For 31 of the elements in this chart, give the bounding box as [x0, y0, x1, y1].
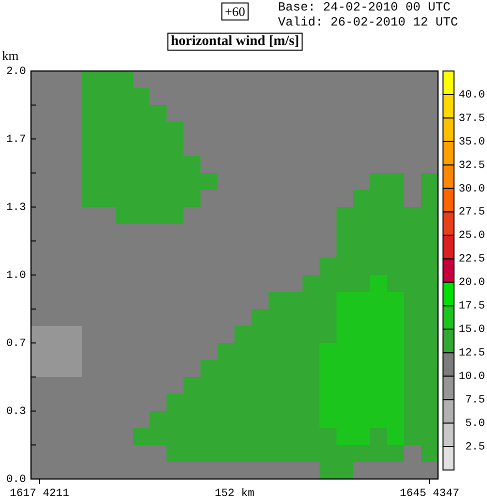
text: +60 [224, 4, 246, 19]
text: Valid: 26-02-2010 12 UTC [278, 15, 458, 30]
y-axis-title: km [2, 48, 19, 63]
y-tick-label: 1.7 [6, 134, 26, 146]
color-bar-label: 7.5 [465, 394, 485, 406]
text: Base: 24-02-2010 00 UTC [278, 0, 451, 14]
y-tick-label: 1.0 [6, 270, 26, 282]
x-tick-label: 1645 4347 [400, 488, 460, 499]
y-tick-label: 1.3 [6, 202, 26, 214]
color-bar-label: 30.0 [458, 183, 485, 196]
x-tick-label: 1617 4211 [10, 488, 70, 499]
color-bar-label: 22.5 [458, 254, 485, 266]
color-bar-label: 32.5 [458, 160, 485, 172]
y-tick-label: 0.0 [6, 474, 26, 486]
color-bar-label: 20.0 [458, 277, 485, 290]
color-bar-label: 17.5 [458, 300, 485, 313]
color-bar-label: 40.0 [458, 89, 485, 102]
color-bar-label: 15.0 [458, 324, 485, 336]
color-bar-label: 37.5 [458, 112, 485, 125]
color-bar-label: 5.0 [465, 418, 485, 430]
y-tick-label: 2.0 [6, 66, 26, 78]
chart-title: horizontal wind [m/s] [170, 34, 300, 50]
color-bar-label: 12.5 [458, 348, 485, 360]
y-tick-label: 0.3 [6, 406, 26, 418]
color-bar-label: 2.5 [465, 441, 485, 454]
x-axis-title: 152 km [214, 488, 255, 499]
color-bar-label: 27.5 [458, 206, 485, 219]
y-tick-label: 0.7 [6, 338, 26, 350]
color-bar-label: 10.0 [458, 371, 485, 384]
color-bar-label: 35.0 [458, 136, 485, 148]
color-bar-label: 25.0 [458, 230, 485, 242]
